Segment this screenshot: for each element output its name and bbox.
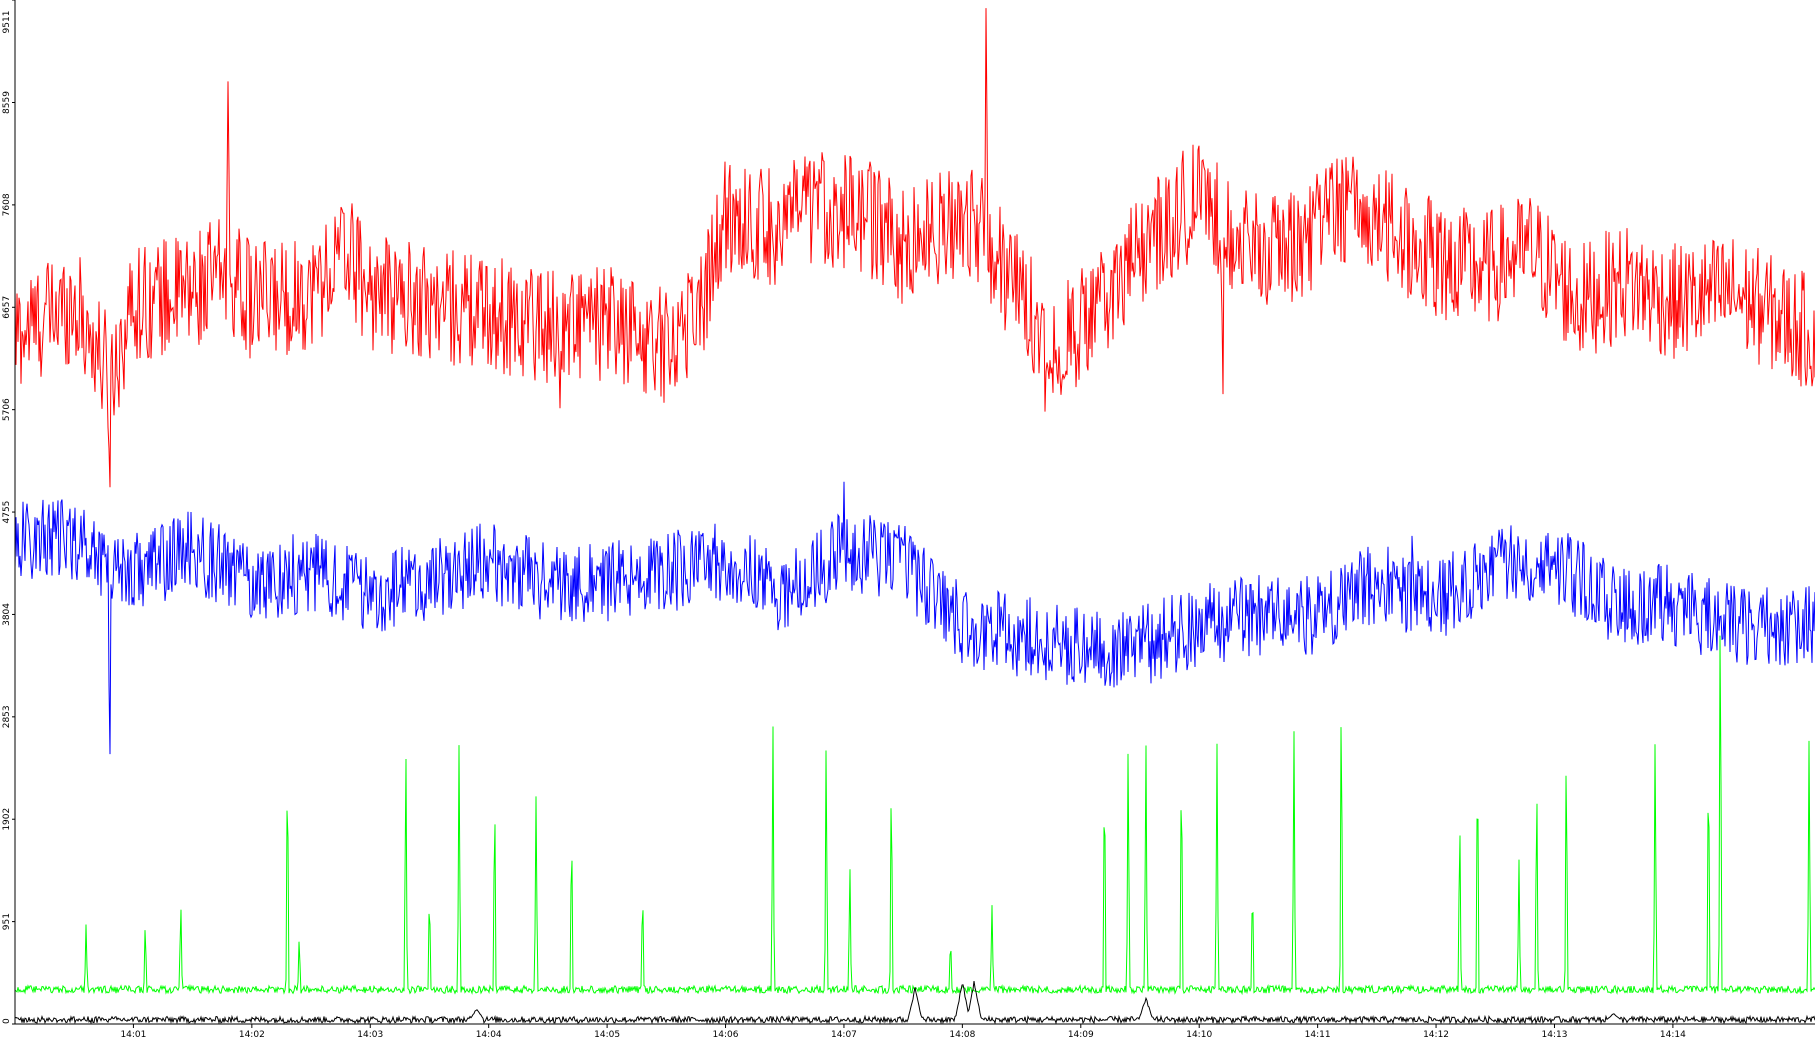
x-tick-label: 14:11	[1305, 1030, 1331, 1039]
x-tick-label: 14:12	[1423, 1030, 1449, 1039]
y-axis-strip	[0, 0, 15, 1039]
y-tick-label: 2853	[2, 705, 12, 728]
x-tick-label: 14:10	[1186, 1030, 1212, 1039]
series-layer	[14, 8, 1815, 1025]
y-tick-label: 4755	[2, 501, 12, 524]
x-tick-label: 14:04	[476, 1030, 502, 1039]
y-tick-label: 5706	[2, 398, 12, 421]
x-tick-label: 14:08	[949, 1030, 975, 1039]
x-tick-label: 14:09	[1068, 1030, 1094, 1039]
x-tick-label: 14:07	[831, 1030, 857, 1039]
y-tick-label: 3804	[2, 603, 12, 626]
series-line-2	[14, 481, 1815, 755]
y-tick-label: 9511	[2, 11, 12, 34]
y-tick-label: 951	[2, 913, 12, 930]
y-tick-label: 0	[2, 1018, 12, 1024]
x-tick-label: 14:03	[357, 1030, 383, 1039]
y-tick-label: 7608	[2, 193, 12, 216]
x-tick-label: 14:02	[239, 1030, 265, 1039]
x-tick-label: 14:05	[594, 1030, 620, 1039]
x-tick-label: 14:01	[120, 1030, 146, 1039]
y-tick-label: 6657	[2, 296, 12, 319]
x-ticks: 14:01 14:02 14:03 14:04 14:05 14:06 14:07 14:08…	[120, 1024, 1686, 1039]
y-ticks: 0 951 1902 2853 3804 4755 5706 6657 7608 8559 9511	[2, 0, 15, 1025]
y-tick-label: 8559	[2, 91, 12, 114]
x-tick-label: 14:13	[1542, 1030, 1568, 1039]
series-line-1	[14, 8, 1815, 488]
x-tick-label: 14:14	[1660, 1030, 1686, 1039]
x-tick-label: 14:06	[713, 1030, 739, 1039]
series-line-4	[14, 981, 1815, 1025]
y-tick-label: 1902	[2, 808, 12, 831]
